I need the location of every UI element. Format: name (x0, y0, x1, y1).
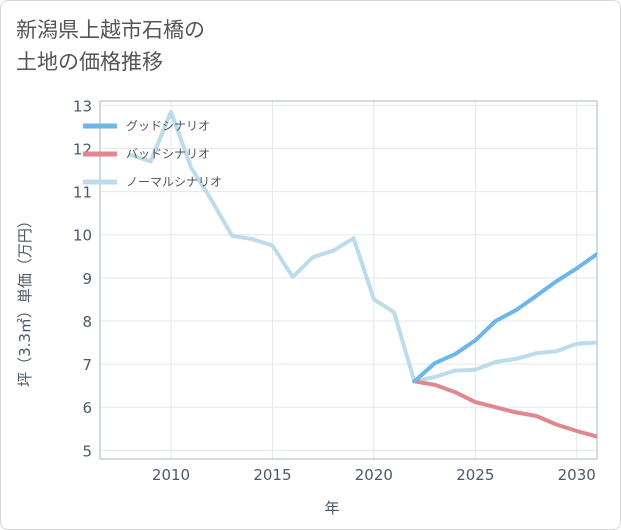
legend-label: ノーマルシナリオ (126, 175, 222, 189)
x-tick-label: 2010 (152, 466, 190, 484)
x-tick-label: 2015 (253, 466, 291, 484)
chart-title: 新潟県上越市石橋の 土地の価格推移 (16, 14, 205, 78)
y-tick-label: 11 (73, 184, 92, 202)
legend-label: バッドシナリオ (126, 147, 210, 161)
y-tick-label: 13 (73, 97, 92, 115)
plot-frame (99, 100, 598, 460)
chart-title-line1: 新潟県上越市石橋の (16, 18, 205, 42)
x-tick-label: 2030 (558, 466, 596, 484)
y-axis-label: 坪（3.3㎡）単価（万円） (16, 213, 34, 387)
x-axis-label: 年 (324, 499, 339, 517)
x-tick-label: 2025 (456, 466, 494, 484)
y-tick-label: 10 (73, 227, 92, 245)
x-tick-labels: 2010 2015 2020 2025 2030 (152, 466, 596, 484)
y-tick-label: 7 (82, 356, 92, 374)
y-tick-label: 9 (82, 270, 92, 288)
legend-label: グッドシナリオ (126, 119, 210, 133)
y-tick-label: 8 (82, 313, 92, 331)
series-line-2 (128, 109, 597, 384)
y-tick-label: 6 (82, 399, 92, 417)
series-line-0 (412, 252, 597, 384)
series-lines (128, 109, 597, 439)
x-tick-label: 2020 (355, 466, 393, 484)
chart-title-line2: 土地の価格推移 (16, 50, 163, 74)
y-tick-label: 5 (82, 442, 92, 460)
series-line-1 (412, 379, 597, 439)
